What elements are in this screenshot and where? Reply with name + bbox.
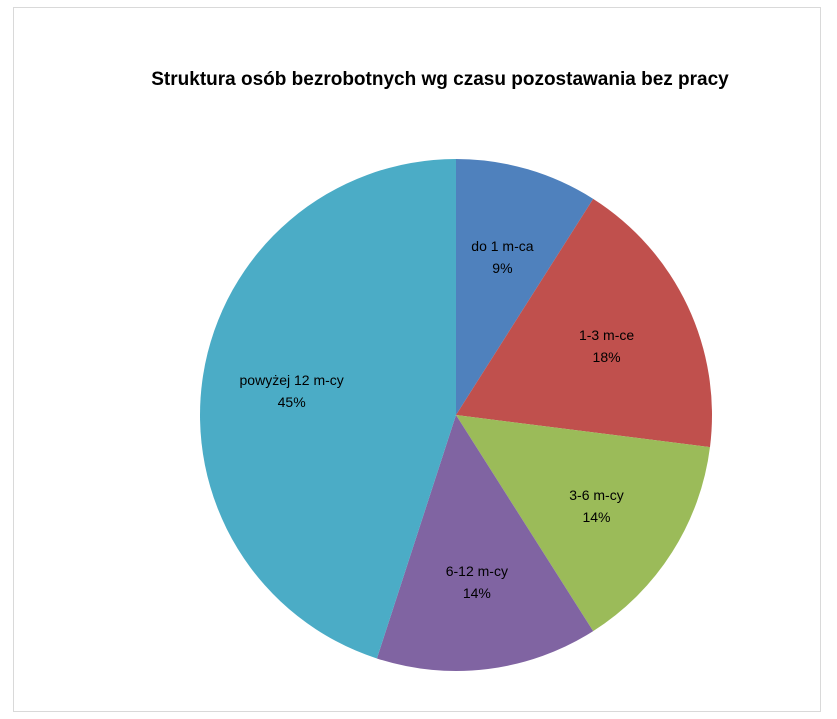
pie-slice-2 xyxy=(456,415,710,632)
slice-label-3: 6-12 m-cy xyxy=(446,563,508,579)
slice-label-1: 1-3 m-ce xyxy=(579,327,634,343)
pie-slice-1 xyxy=(456,198,713,448)
pie-slices xyxy=(200,159,713,671)
slice-value-2: 14% xyxy=(582,509,610,525)
pie-slice-0 xyxy=(456,159,594,415)
pie-slice-4 xyxy=(200,159,456,659)
slice-value-0: 9% xyxy=(492,260,512,276)
pie-slice-3 xyxy=(376,415,594,671)
slice-value-1: 18% xyxy=(593,349,621,365)
slice-value-4: 45% xyxy=(278,394,306,410)
slice-label-2: 3-6 m-cy xyxy=(569,487,623,503)
slice-label-0: do 1 m-ca xyxy=(471,238,533,254)
slice-label-4: powyżej 12 m-cy xyxy=(240,372,344,388)
pie-labels: do 1 m-ca 9% 1-3 m-ce 18% 3-6 m-cy 14% 6-12 m-… xyxy=(240,238,635,601)
slice-value-3: 14% xyxy=(463,585,491,601)
chart-title: Struktura osób bezrobotnych wg czasu poz… xyxy=(151,69,729,90)
